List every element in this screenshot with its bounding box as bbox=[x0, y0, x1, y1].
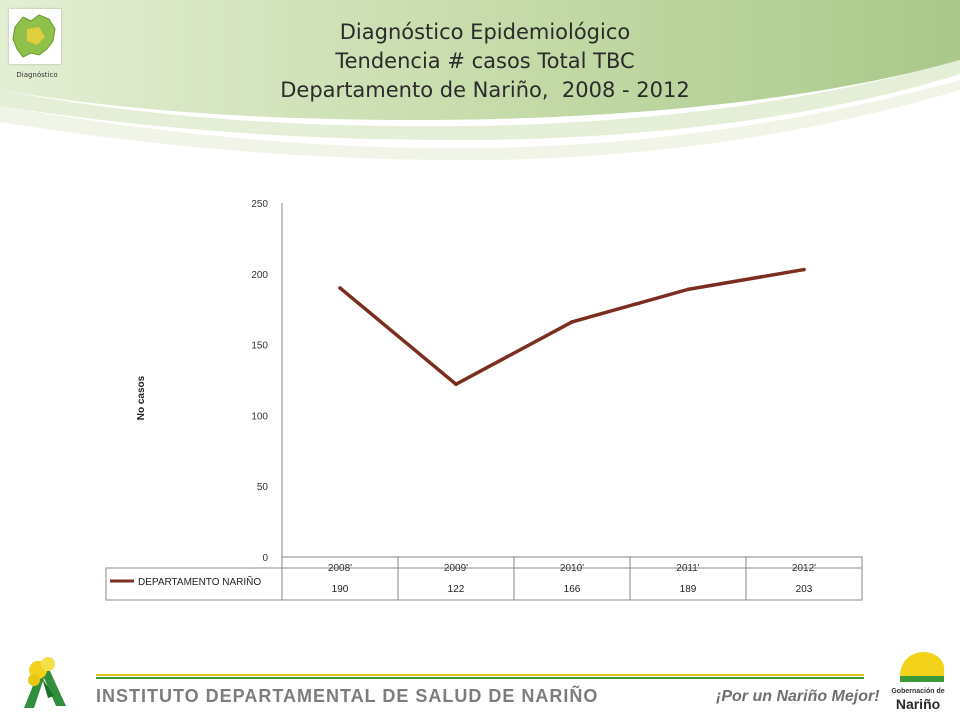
title-line-2: Tendencia # casos Total TBC bbox=[335, 49, 635, 73]
y-tick-label: 50 bbox=[257, 482, 269, 493]
y-tick-label: 100 bbox=[251, 411, 268, 422]
map-icon bbox=[12, 14, 56, 58]
header-swoosh bbox=[0, 0, 960, 160]
title-line-3: Departamento de Nariño, 2008 - 2012 bbox=[280, 78, 690, 102]
table-value: 190 bbox=[332, 584, 349, 595]
table-value: 203 bbox=[796, 584, 813, 595]
data-point bbox=[454, 382, 458, 387]
data-point bbox=[686, 287, 690, 292]
x-tick-label: 2010' bbox=[560, 563, 584, 574]
footer-line-yellow bbox=[96, 674, 864, 676]
title-line-1: Diagnóstico Epidemiológico bbox=[339, 20, 631, 44]
x-tick-label: 2012' bbox=[792, 563, 816, 574]
flower-logo bbox=[24, 657, 66, 708]
institute-name: INSTITUTO DEPARTAMENTAL DE SALUD DE NARI… bbox=[96, 686, 599, 706]
x-tick-label: 2009' bbox=[444, 563, 468, 574]
y-tick-label: 0 bbox=[262, 553, 268, 564]
y-tick-label: 150 bbox=[251, 341, 268, 352]
x-tick-label: 2008' bbox=[328, 563, 352, 574]
logo-caption: Diagnóstico bbox=[16, 71, 58, 79]
data-point bbox=[570, 320, 574, 324]
table-value: 166 bbox=[564, 584, 581, 595]
series-line bbox=[338, 267, 805, 386]
legend-label: DEPARTAMENTO NARIÑO bbox=[138, 575, 261, 588]
y-axis-label: No casos bbox=[136, 375, 147, 420]
data-point bbox=[338, 286, 342, 290]
gobernacion-label: Gobernación de bbox=[891, 688, 945, 695]
table-value: 189 bbox=[680, 584, 697, 595]
gobernacion-logo bbox=[900, 652, 944, 682]
table-value: 122 bbox=[448, 584, 465, 595]
slide-title: Diagnóstico Epidemiológico Tendencia # c… bbox=[140, 18, 830, 105]
y-tick-label: 250 bbox=[251, 199, 268, 210]
map-logo bbox=[9, 9, 61, 64]
narino-label: Nariño bbox=[895, 696, 941, 712]
slogan: ¡Por un Nariño Mejor! bbox=[716, 688, 880, 705]
y-tick-label: 200 bbox=[251, 270, 268, 281]
data-point bbox=[802, 267, 806, 272]
footer-line-green bbox=[96, 677, 864, 679]
x-tick-label: 2011' bbox=[676, 563, 700, 574]
